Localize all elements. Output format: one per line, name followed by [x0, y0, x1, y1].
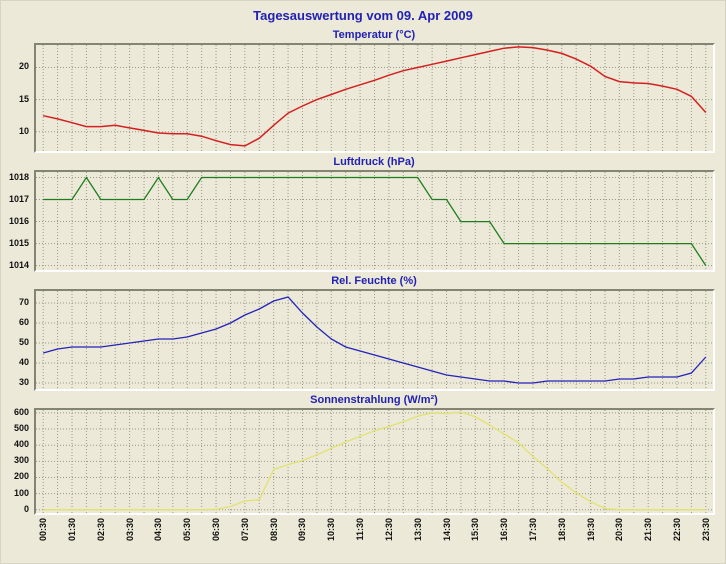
x-tick-label: 15:30	[470, 518, 481, 542]
series-line	[43, 176, 707, 266]
x-axis-labels: 00:30 01:30 02:30 03:30 04:30 05:30 06:30 07:30…	[36, 517, 725, 555]
x-tick-label: 00:30	[38, 518, 49, 542]
chart-title-solar-radiation: Sonnenstrahlung (W/m²)	[310, 394, 438, 406]
chart-canvas	[36, 172, 713, 270]
y-tick-label: 40	[18, 357, 29, 367]
y-tick-label: 1016	[8, 215, 29, 226]
x-tick-label: 09:30	[297, 518, 308, 542]
x-tick-label: 07:30	[239, 518, 250, 542]
chart-area-pressure: 1014 1015 1016 1017 1018	[1, 170, 725, 272]
y-tick-label: 15	[18, 93, 29, 104]
x-tick-label: 01:30	[67, 518, 77, 542]
y-tick-label: 70	[18, 297, 29, 307]
chart-temperature: Temperatur (°C) 10 15 20	[1, 28, 725, 153]
x-tick-label: 22:30	[671, 518, 682, 542]
y-tick-label: 0	[23, 503, 29, 514]
y-tick-label: 200	[13, 471, 29, 482]
chart-canvas	[36, 410, 713, 513]
y-tick-label: 300	[13, 455, 29, 466]
y-tick-label: 20	[18, 61, 29, 72]
y-tick-label: 60	[18, 317, 29, 327]
chart-solar-radiation: Sonnenstrahlung (W/m²) 0 100 200 300 400 500 6…	[1, 393, 725, 515]
page-title: Tagesauswertung vom 09. Apr 2009	[253, 8, 473, 23]
x-tick-label: 10:30	[326, 518, 337, 542]
x-tick-label: 02:30	[95, 518, 106, 542]
y-tick-label: 1018	[8, 171, 29, 182]
series-line	[43, 46, 707, 147]
x-tick-label: 08:30	[268, 518, 279, 542]
chart-area-humidity: 30 40 50 60 70	[1, 289, 725, 391]
y-axis-labels-pressure: 1014 1015 1016 1017 1018	[1, 170, 32, 272]
x-tick-label: 14:30	[441, 518, 452, 542]
x-tick-label: 13:30	[412, 518, 423, 542]
x-tick-label: 05:30	[182, 518, 193, 542]
y-tick-label: 1014	[8, 259, 29, 270]
y-axis-labels-solar-radiation: 0 100 200 300 400 500 600	[1, 406, 32, 515]
x-tick-label: 03:30	[124, 518, 135, 542]
x-tick-label: 12:30	[383, 518, 394, 542]
y-tick-label: 100	[13, 487, 29, 498]
plot-area-solar-radiation	[34, 408, 715, 515]
x-tick-label: 23:30	[700, 518, 711, 542]
x-tick-label: 19:30	[585, 518, 596, 542]
y-tick-label: 600	[13, 406, 29, 417]
y-tick-label: 10	[18, 125, 29, 136]
chart-area-temperature: 10 15 20	[1, 43, 725, 153]
plot-area-humidity	[34, 289, 715, 391]
plot-area-pressure	[34, 170, 715, 272]
chart-title-pressure: Luftdruck (hPa)	[333, 156, 415, 168]
y-tick-label: 400	[13, 439, 29, 450]
x-tick-label: 16:30	[499, 518, 510, 542]
series-line	[43, 411, 706, 511]
x-tick-label: 06:30	[211, 518, 222, 542]
x-tick-label: 17:30	[527, 518, 538, 542]
y-tick-label: 30	[18, 377, 29, 387]
y-tick-label: 1017	[8, 193, 29, 204]
chart-canvas	[36, 45, 713, 151]
y-tick-label: 1015	[8, 237, 29, 248]
chart-title-humidity: Rel. Feuchte (%)	[331, 275, 417, 287]
y-tick-label: 500	[13, 423, 29, 434]
y-axis-labels-temperature: 10 15 20	[1, 43, 32, 153]
x-tick-label: 20:30	[614, 518, 625, 542]
chart-title-temperature: Temperatur (°C)	[332, 29, 416, 41]
plot-area-temperature	[34, 43, 715, 153]
x-tick-label: 11:30	[355, 518, 366, 541]
y-axis-labels-humidity: 30 40 50 60 70	[1, 289, 32, 391]
chart-humidity: Rel. Feuchte (%) 30 40 50 60 70	[1, 274, 725, 391]
x-tick-label: 04:30	[153, 518, 164, 542]
series-line	[43, 296, 707, 384]
y-tick-label: 50	[18, 337, 29, 347]
chart-canvas	[36, 291, 713, 389]
x-tick-label: 21:30	[643, 518, 654, 542]
x-tick-label: 18:30	[556, 518, 567, 542]
chart-area-solar-radiation: 0 100 200 300 400 500 600	[1, 406, 725, 515]
chart-pressure: Luftdruck (hPa) 1014 1015 1016 1017 1018	[1, 155, 725, 272]
